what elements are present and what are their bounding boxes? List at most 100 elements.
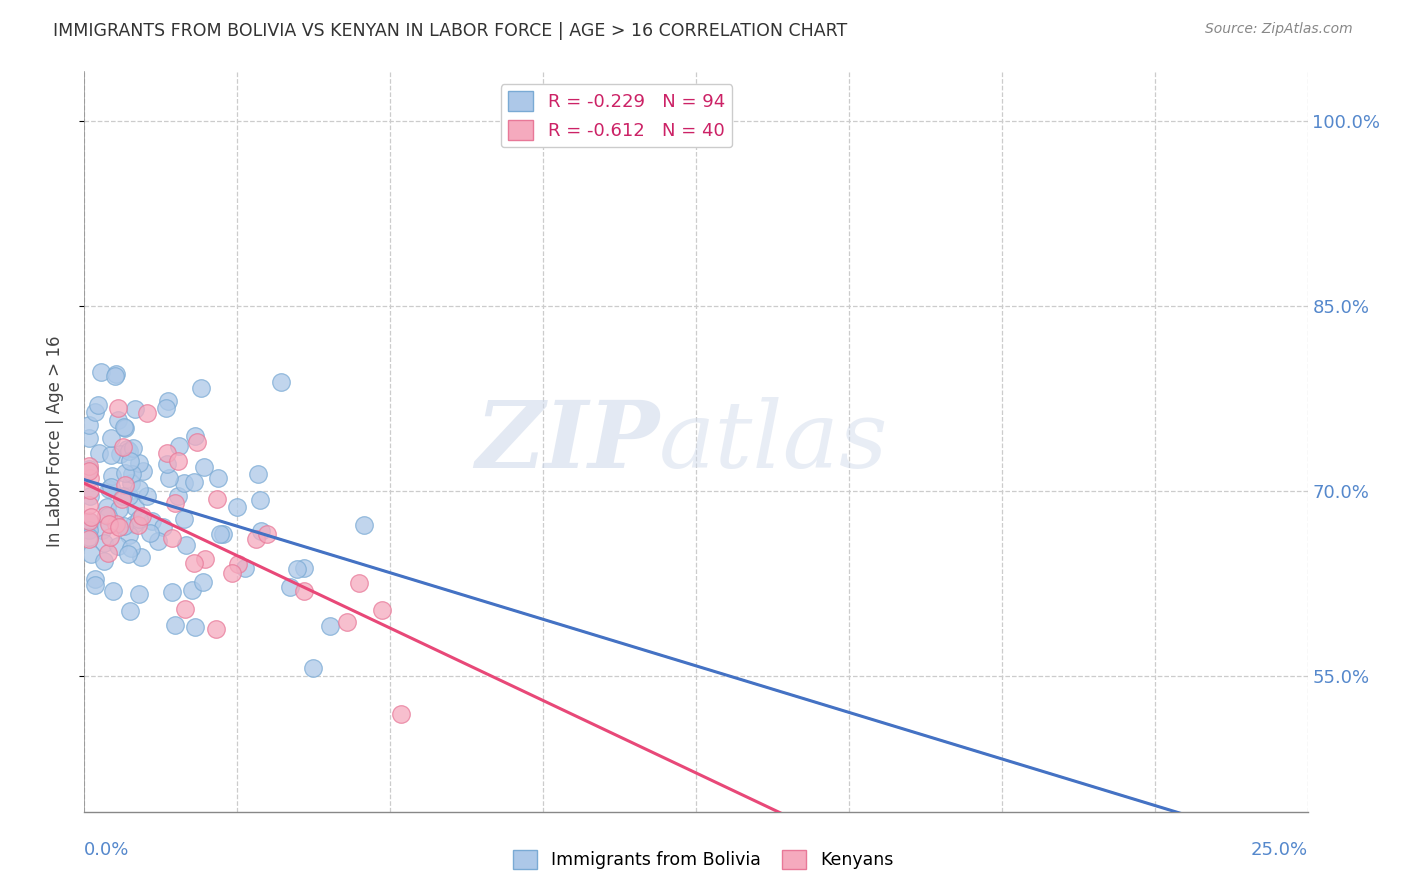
Point xyxy=(77,514,100,528)
Text: 25.0%: 25.0% xyxy=(1250,841,1308,859)
Point xyxy=(100,449,122,463)
Point xyxy=(114,466,136,480)
Point xyxy=(104,516,127,531)
Point xyxy=(107,413,129,427)
Point xyxy=(249,524,271,538)
Point xyxy=(114,478,136,492)
Point xyxy=(233,561,256,575)
Point xyxy=(112,419,135,434)
Point xyxy=(128,512,150,526)
Point xyxy=(105,367,128,381)
Point xyxy=(80,548,103,562)
Point xyxy=(278,580,301,594)
Point xyxy=(160,532,183,546)
Point xyxy=(107,539,129,553)
Point xyxy=(184,620,207,634)
Point xyxy=(77,418,100,433)
Point xyxy=(104,368,127,383)
Point xyxy=(97,546,120,560)
Point xyxy=(120,541,142,555)
Point xyxy=(108,520,131,534)
Point xyxy=(118,454,141,468)
Point xyxy=(107,401,129,416)
Point xyxy=(87,446,110,460)
Point xyxy=(96,500,118,514)
Point xyxy=(136,406,159,420)
Point xyxy=(128,483,150,497)
Point xyxy=(97,508,120,523)
Point xyxy=(141,514,163,528)
Point xyxy=(156,457,179,471)
Point xyxy=(245,532,267,546)
Text: atlas: atlas xyxy=(659,397,889,486)
Point xyxy=(118,443,141,458)
Text: ZIP: ZIP xyxy=(475,397,659,486)
Point xyxy=(270,375,292,389)
Point xyxy=(285,562,308,576)
Point xyxy=(131,508,153,523)
Point xyxy=(165,618,187,632)
Point xyxy=(194,551,217,566)
Point xyxy=(94,508,117,523)
Point xyxy=(184,429,207,443)
Point xyxy=(148,533,170,548)
Point xyxy=(77,462,100,476)
Point xyxy=(156,446,179,460)
Point xyxy=(77,523,100,537)
Point xyxy=(100,431,122,445)
Point xyxy=(353,517,375,532)
Point xyxy=(208,527,231,541)
Point xyxy=(174,538,197,552)
Point xyxy=(166,489,188,503)
Point xyxy=(226,557,249,571)
Point xyxy=(86,398,108,412)
Point xyxy=(183,475,205,489)
Point xyxy=(183,556,205,570)
Point xyxy=(226,500,249,515)
Legend: R = -0.229   N = 94, R = -0.612   N = 40: R = -0.229 N = 94, R = -0.612 N = 40 xyxy=(501,84,733,147)
Point xyxy=(112,489,135,503)
Point xyxy=(90,365,112,379)
Point xyxy=(207,471,229,485)
Point xyxy=(128,587,150,601)
Point xyxy=(77,464,100,478)
Point xyxy=(112,440,135,454)
Point xyxy=(152,520,174,534)
Point xyxy=(249,493,271,508)
Point xyxy=(79,471,101,485)
Point xyxy=(211,527,233,541)
Point xyxy=(336,615,359,630)
Point xyxy=(121,467,143,481)
Point xyxy=(79,483,101,497)
Point xyxy=(91,524,114,538)
Point xyxy=(111,491,134,506)
Point xyxy=(160,584,183,599)
Point xyxy=(112,518,135,533)
Legend: Immigrants from Bolivia, Kenyans: Immigrants from Bolivia, Kenyans xyxy=(506,843,900,876)
Point xyxy=(155,401,177,415)
Point xyxy=(107,502,129,516)
Point xyxy=(98,517,121,532)
Point xyxy=(301,661,323,675)
Point xyxy=(101,469,124,483)
Point xyxy=(193,460,215,475)
Point xyxy=(167,454,190,468)
Point xyxy=(98,482,121,496)
Point xyxy=(128,456,150,470)
Point xyxy=(156,394,179,409)
Point xyxy=(83,578,105,592)
Point xyxy=(124,500,146,515)
Point xyxy=(79,515,101,529)
Point xyxy=(77,532,100,546)
Point xyxy=(117,547,139,561)
Point xyxy=(139,526,162,541)
Point xyxy=(157,471,180,485)
Point xyxy=(190,381,212,395)
Point xyxy=(124,401,146,416)
Point xyxy=(247,467,270,481)
Point xyxy=(205,622,228,636)
Point xyxy=(115,442,138,456)
Point xyxy=(294,561,316,575)
Point xyxy=(163,496,186,510)
Point xyxy=(127,518,149,533)
